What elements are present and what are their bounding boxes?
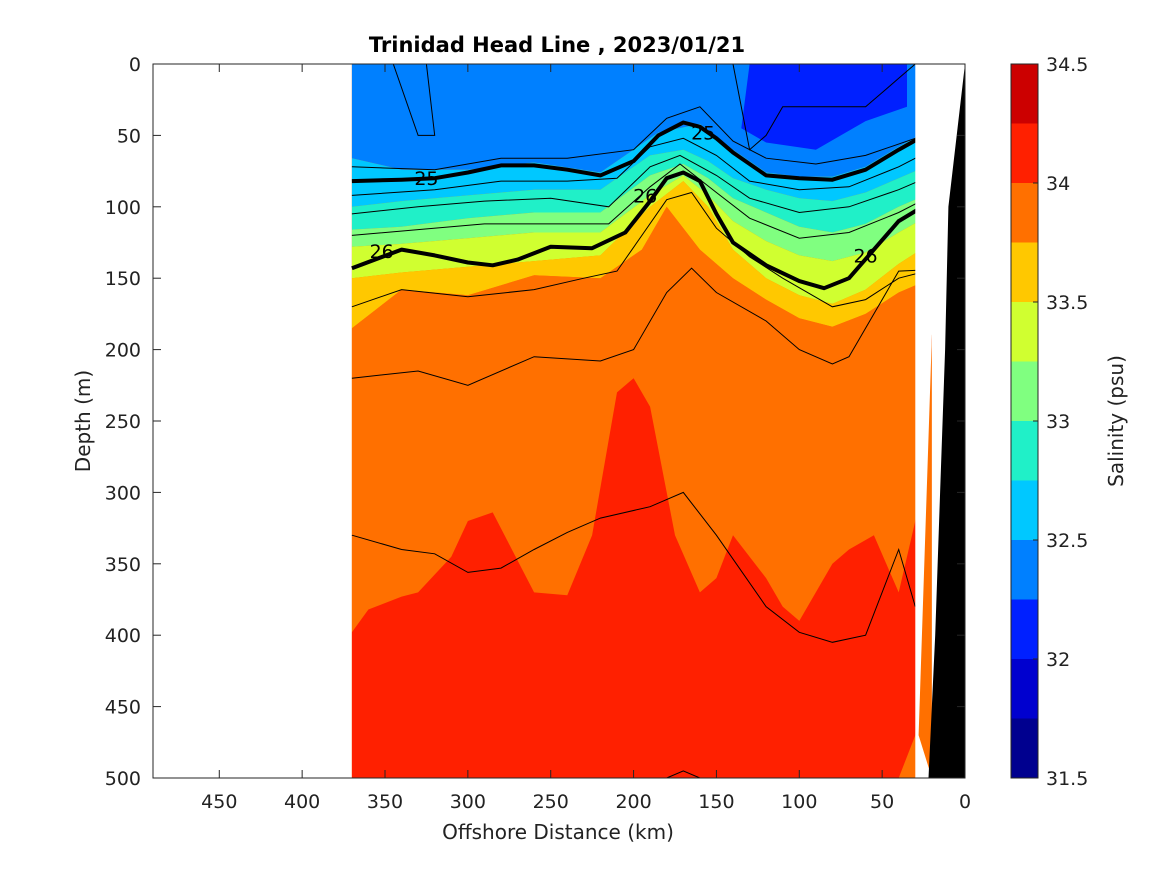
y-tick-label-0: 0 [129, 54, 141, 76]
colorbar-swatch-8 [1011, 242, 1038, 302]
x-tick-label-400: 400 [284, 791, 320, 813]
colorbar-swatch-3 [1011, 540, 1038, 600]
colorbar-tick-label-33: 33 [1046, 411, 1070, 433]
y-axis-label: Depth (m) [71, 370, 95, 472]
contour-labels: 25 25 26 26 26 [370, 123, 878, 268]
x-tick-label-50: 50 [870, 791, 894, 813]
colorbar-swatch-4 [1011, 480, 1038, 540]
y-tick-label-450: 450 [105, 697, 141, 719]
x-tick-label-200: 200 [615, 791, 651, 813]
y-tick-label-50: 50 [117, 125, 141, 147]
y-tick-label-250: 250 [105, 411, 141, 433]
colorbar-swatch-9 [1011, 183, 1038, 243]
salinity-region-7 [351, 206, 932, 633]
salinity-region-6 [351, 181, 932, 329]
colorbar-swatch-11 [1011, 64, 1038, 124]
masks [915, 64, 965, 778]
bathymetry [928, 64, 965, 778]
density-labeled-contours [351, 120, 933, 291]
thin-contour-2 [351, 154, 933, 215]
x-tick-label-300: 300 [450, 791, 486, 813]
thin-contour-3 [351, 163, 933, 239]
y-tick-label-100: 100 [105, 197, 141, 219]
y-tick-label-300: 300 [105, 482, 141, 504]
x-tick-label-0: 0 [959, 791, 971, 813]
contour-label-2: 26 [370, 241, 394, 263]
y-axis: 0 50 100 150 200 250 300 350 400 450 500 [105, 54, 965, 790]
contour-label-0: 25 [414, 168, 438, 190]
small-contour-1 [732, 64, 916, 151]
thin-contour-1 [351, 137, 933, 196]
colorbar-tick-label-34.5: 34.5 [1046, 54, 1088, 76]
small-contour-0 [392, 64, 436, 136]
x-tick-label-100: 100 [781, 791, 817, 813]
contour-label-3: 26 [633, 185, 657, 207]
x-tick-label-450: 450 [201, 791, 237, 813]
colorbar-tick-label-32.5: 32.5 [1046, 530, 1088, 552]
thin-contour-0 [351, 106, 933, 171]
x-tick-label-350: 350 [367, 791, 403, 813]
x-tick-label-150: 150 [698, 791, 734, 813]
y-tick-label-350: 350 [105, 554, 141, 576]
colorbar: 31.5 32 32.5 33 33.5 34 34.5 [1010, 54, 1088, 790]
salinity-region-5 [351, 175, 932, 304]
salinity-region-2 [351, 124, 932, 207]
colorbar-tick-label-32: 32 [1046, 649, 1070, 671]
colorbar-swatch-7 [1011, 302, 1038, 362]
thin-contour-6 [351, 491, 916, 643]
contour-label-4: 26 [853, 245, 877, 267]
colorbar-swatch-1 [1011, 659, 1038, 719]
colorbar-swatch-5 [1011, 421, 1038, 481]
nodata-mask [915, 64, 965, 778]
contour-label-1: 25 [691, 123, 715, 145]
density-contour-25 [351, 120, 933, 184]
colorbar-swatch-0 [1011, 718, 1038, 778]
colorbar-tick-label-33.5: 33.5 [1046, 292, 1088, 314]
x-tick-label-250: 250 [533, 791, 569, 813]
y-tick-label-500: 500 [105, 768, 141, 790]
chart-title: Trinidad Head Line , 2023/01/21 [369, 33, 745, 57]
thin-contour-4 [351, 191, 933, 308]
colorbar-label: Salinity (psu) [1104, 355, 1128, 487]
salinity-region-8 [351, 335, 932, 778]
y-tick-label-400: 400 [105, 625, 141, 647]
y-tick-label-150: 150 [105, 268, 141, 290]
colorbar-swatch-6 [1011, 361, 1038, 421]
colorbar-swatch-10 [1011, 123, 1038, 183]
colorbar-tick-label-34: 34 [1046, 173, 1070, 195]
thin-contour-7 [666, 770, 701, 778]
salinity-region-3 [351, 149, 932, 233]
density-contour-26 [351, 170, 933, 291]
x-axis-label: Offshore Distance (km) [442, 820, 674, 844]
plot-area: 25 25 26 26 26 [351, 64, 965, 778]
colorbar-tick-label-31.5: 31.5 [1046, 768, 1088, 790]
thin-contour-5 [351, 267, 932, 386]
y-tick-label-200: 200 [105, 340, 141, 362]
salinity-filled-regions [351, 64, 932, 778]
density-thin-contours [351, 64, 933, 778]
colorbar-swatch-2 [1011, 599, 1038, 659]
salinity-region-4 [351, 164, 932, 262]
x-axis: 450 400 350 300 250 200 150 100 50 0 [201, 64, 971, 813]
